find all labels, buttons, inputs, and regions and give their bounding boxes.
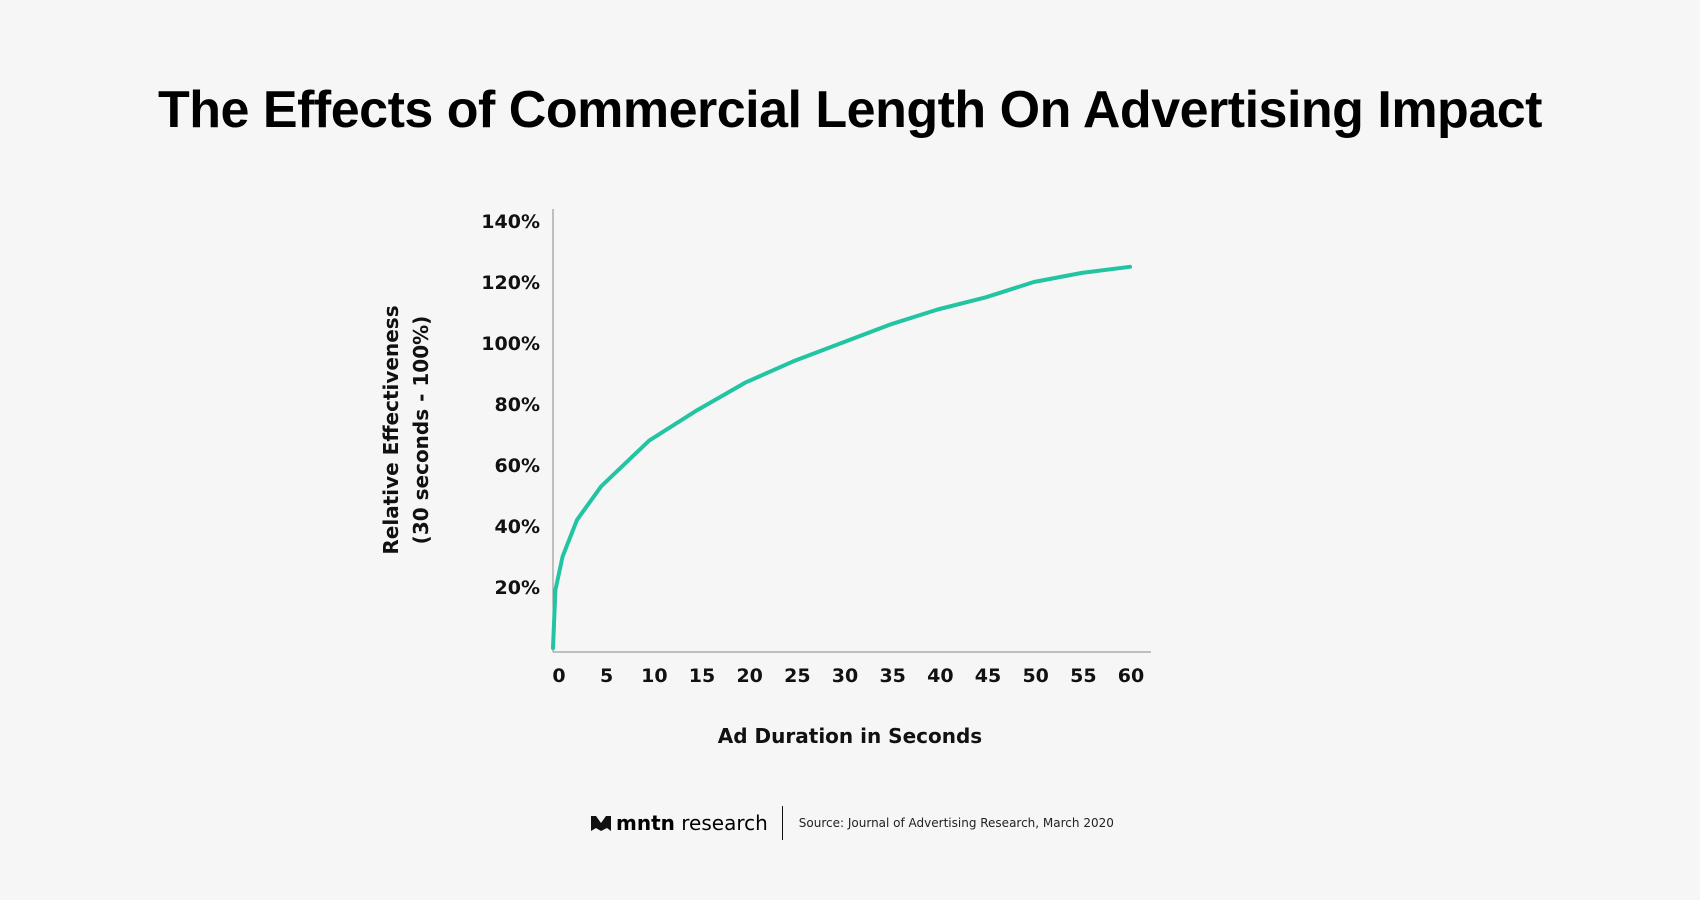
x-tick-label: 50	[1022, 665, 1048, 687]
logo-text-bold: mntn	[616, 811, 675, 835]
mntn-logo: mntn research	[590, 811, 768, 835]
y-tick-label: 120%	[481, 272, 540, 294]
footer: mntn research Source: Journal of Adverti…	[590, 805, 1114, 841]
x-tick-label: 45	[975, 665, 1001, 687]
x-tick-label: 5	[600, 665, 613, 687]
x-tick-label: 0	[552, 665, 565, 687]
x-tick-label: 25	[784, 665, 810, 687]
y-axis-title-line2: (30 seconds - 100%)	[409, 316, 433, 545]
x-axis-title: Ad Duration in Seconds	[718, 724, 982, 748]
chart-title: The Effects of Commercial Length On Adve…	[158, 81, 1542, 139]
x-tick-label: 30	[832, 665, 858, 687]
y-tick-label: 40%	[495, 516, 540, 538]
series-line	[551, 264, 1132, 650]
x-tick-label: 60	[1118, 665, 1144, 687]
x-tick-label: 10	[641, 665, 667, 687]
x-tick-label: 35	[879, 665, 905, 687]
y-tick-label: 140%	[481, 211, 540, 233]
x-tick-label: 40	[927, 665, 953, 687]
y-tick-label: 60%	[495, 455, 540, 477]
y-tick-label: 80%	[495, 394, 540, 416]
x-tick-label: 20	[736, 665, 762, 687]
y-tick-label: 20%	[495, 577, 540, 599]
mntn-logo-icon	[591, 816, 611, 831]
x-tick-label: 15	[689, 665, 715, 687]
logo-text: research	[681, 811, 768, 835]
y-tick-label: 100%	[481, 333, 540, 355]
source-note: Source: Journal of Advertising Research,…	[798, 816, 1114, 830]
y-axis-title-line1: Relative Effectiveness	[379, 305, 403, 554]
x-tick-label: 55	[1070, 665, 1096, 687]
footer-divider	[781, 806, 783, 840]
